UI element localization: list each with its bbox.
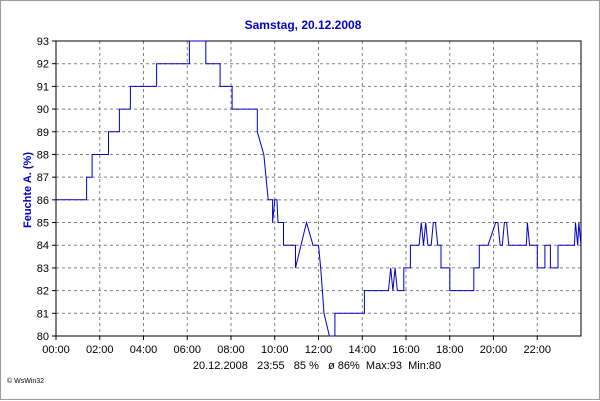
y-tick-label: 93 [37,36,49,48]
x-tick-label: 02:00 [86,344,114,356]
x-tick-label: 20:00 [480,344,508,356]
y-tick-label: 90 [37,104,49,116]
y-tick-label: 85 [37,218,49,230]
x-tick-label: 14:00 [348,344,376,356]
y-tick-label: 91 [37,81,49,93]
x-tick-label: 16:00 [392,344,420,356]
y-tick-label: 82 [37,286,49,298]
x-tick-label: 12:00 [305,344,333,356]
y-tick-label: 80 [37,331,49,343]
x-tick-label: 10:00 [261,344,289,356]
x-tick-label: 08:00 [217,344,245,356]
plot-area [55,40,582,337]
chart-title: Samstag, 20.12.2008 [245,18,362,32]
y-tick-label: 84 [37,240,49,252]
y-tick-label: 88 [37,149,49,161]
x-tick-label: 22:00 [523,344,551,356]
y-tick-label: 86 [37,195,49,207]
x-tick-label: 04:00 [130,344,158,356]
x-tick-label: 00:00 [42,344,70,356]
y-tick-label: 87 [37,172,49,184]
y-axis-ticks: 80 81 82 83 84 85 86 87 88 89 90 91 92 93 [37,36,56,343]
copyright-label: © WsWin32 [7,377,44,385]
grid [56,41,581,336]
y-tick-label: 89 [37,127,49,139]
x-tick-label: 06:00 [173,344,201,356]
x-axis-ticks: 00:00 02:00 04:00 06:00 08:00 10:00 12:00 14:00… [42,336,551,356]
stats-line: 20.12.2008 23:55 85 % ø 86% Max:93 Min:8… [193,360,441,372]
x-tick-label: 18:00 [436,344,464,356]
y-tick-label: 83 [37,263,49,275]
y-tick-label: 92 [37,59,49,71]
y-axis-label: Feuchte A. (%) [22,152,34,228]
series-line [56,40,582,337]
y-tick-label: 81 [37,308,49,320]
